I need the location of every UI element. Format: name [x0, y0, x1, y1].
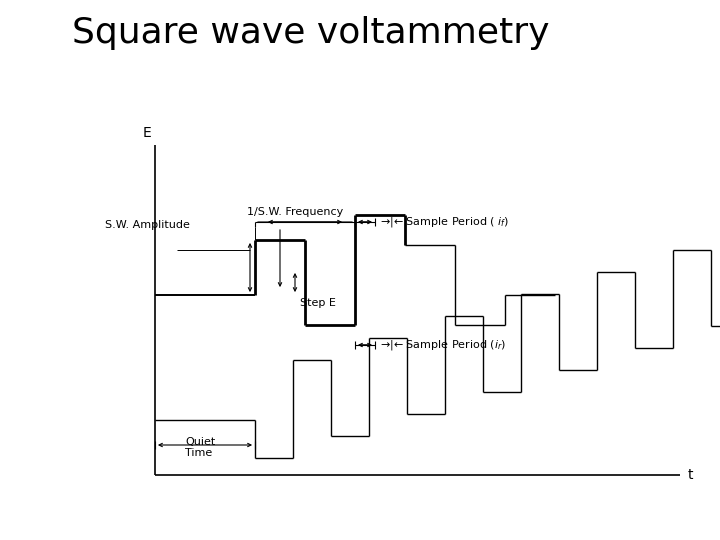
Text: Step E: Step E [300, 298, 336, 307]
Text: Square wave voltammetry: Square wave voltammetry [72, 16, 549, 50]
Text: Quiet
Time: Quiet Time [185, 437, 215, 458]
Text: E: E [143, 126, 151, 140]
Text: S.W. Amplitude: S.W. Amplitude [105, 220, 190, 230]
Text: t: t [688, 468, 693, 482]
Text: →|← Sample Period ($i_r$): →|← Sample Period ($i_r$) [380, 338, 506, 352]
Text: →|← Sample Period ( $i_f$): →|← Sample Period ( $i_f$) [380, 215, 509, 229]
Text: 1/S.W. Frequency: 1/S.W. Frequency [247, 207, 343, 217]
